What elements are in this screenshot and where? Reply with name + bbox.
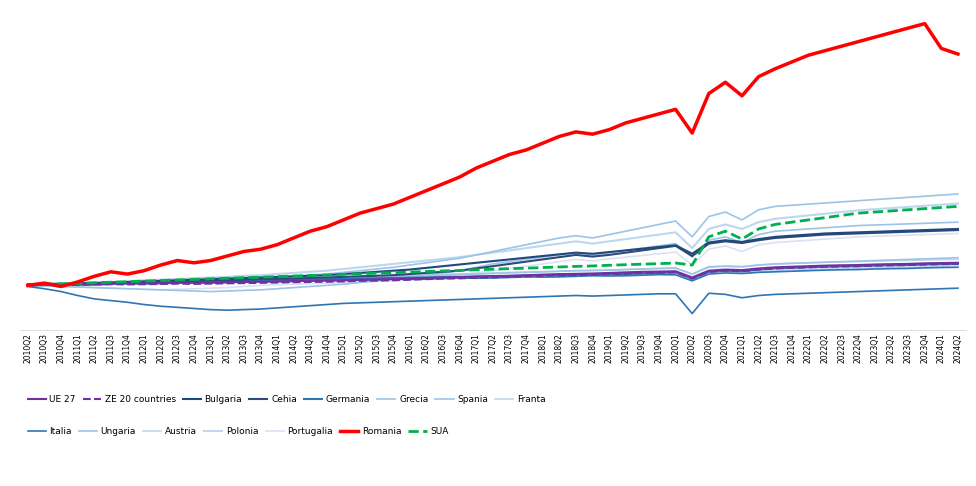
Legend: Italia, Ungaria, Austria, Polonia, Portugalia, Romania, SUA: Italia, Ungaria, Austria, Polonia, Portu…: [24, 423, 452, 440]
